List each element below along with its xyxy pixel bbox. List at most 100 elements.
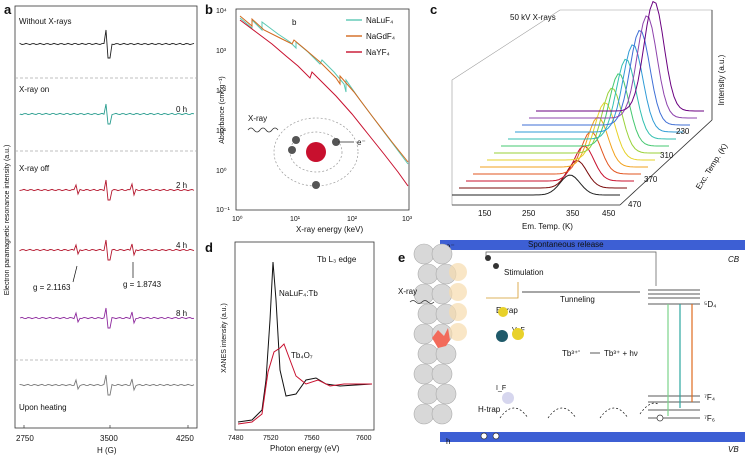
xray-wave — [409, 300, 435, 304]
panel-b-frame — [235, 8, 410, 211]
panel-a-section-label: X-ray off — [19, 164, 50, 173]
panel-b-curves — [239, 15, 409, 187]
panel-c-ztick: 230 — [676, 127, 690, 136]
absorbance-curve-nagd — [239, 15, 409, 163]
panel-c-xtick: 250 — [522, 209, 536, 218]
panel-d-xtick: 7560 — [304, 435, 320, 442]
lattice-atom — [431, 243, 453, 265]
vb-label: VB — [728, 445, 739, 454]
level-5d4-label: ⁵D₄ — [704, 300, 716, 309]
tl-glow-curve — [508, 58, 676, 140]
panel-a-xtick-label: 4250 — [176, 434, 194, 443]
panel-c-xtick: 350 — [566, 209, 580, 218]
panel-c-ylabel: Intensity (a.u.) — [717, 54, 726, 105]
g-factor-annotation: g = 2.1163 — [33, 283, 71, 292]
reaction-product: Tb³⁺ + hν — [604, 349, 638, 358]
epr-trace — [19, 179, 195, 201]
panel-d-xtick: 7480 — [228, 435, 244, 442]
tl-glow-curve — [473, 131, 641, 175]
panel-a-ylabel: Electron paramagnetic resonance intensit… — [4, 145, 11, 296]
panel-b-xtick: 10⁰ — [232, 215, 243, 223]
xray-wave — [247, 127, 279, 133]
electron — [288, 146, 296, 154]
reaction-reactant: Tb³⁺ʹ — [562, 349, 580, 358]
panel-c-ztick: 470 — [628, 200, 642, 209]
lattice-atom — [413, 403, 435, 425]
panel-b-xtick: 10² — [347, 216, 358, 223]
panel-e: e CB VB e⁻ h X-ray Spontaneous release S… — [398, 240, 745, 454]
epr-trace-label: 4 h — [176, 241, 187, 250]
lattice-atom-doped — [449, 323, 467, 341]
panel-a-xtick-label: 2750 — [16, 434, 34, 443]
panel-e-label: e — [398, 250, 405, 265]
panel-a-frame — [14, 5, 198, 429]
stimulation-label: Stimulation — [504, 268, 544, 277]
trapped-electron — [493, 263, 499, 269]
lattice-atom — [413, 323, 435, 345]
conduction-band — [440, 240, 745, 250]
lattice-atom-doped — [449, 283, 467, 301]
tl-glow-curve — [522, 29, 690, 126]
lattice-atom — [431, 363, 453, 385]
panel-d-xtick: 7600 — [356, 435, 372, 442]
lattice-atom — [435, 383, 457, 405]
crystal-lattice — [413, 243, 467, 425]
valence-band — [440, 432, 745, 442]
panel-d-label: d — [205, 240, 213, 255]
epr-trace-label: 2 h — [176, 181, 187, 190]
panel-c-box — [451, 9, 713, 206]
panel-e-xray-label: X-ray — [398, 287, 417, 296]
hole — [480, 432, 488, 440]
annotation-arrow — [72, 265, 78, 283]
interstitial-site — [502, 392, 514, 404]
epr-trace — [19, 103, 195, 125]
defect-site — [512, 328, 524, 340]
panel-b-ytick: 10² — [216, 88, 227, 95]
defect-site — [496, 330, 508, 342]
absorbance-curve-nay — [239, 19, 409, 187]
panel-c-xtick: 150 — [478, 209, 492, 218]
lattice-atom — [417, 263, 439, 285]
panel-a-xlabel: H (G) — [97, 446, 117, 455]
tl-glow-curve — [466, 145, 634, 182]
hole — [492, 432, 500, 440]
panel-d-ylabel: XANES intensity (a.u.) — [221, 303, 228, 373]
xanes-curve-nalu — [237, 261, 373, 423]
legend-label: NaLuF₄ — [366, 16, 393, 25]
electron-label: e⁻ — [357, 138, 366, 147]
electron — [332, 138, 340, 146]
panel-b-ytick: 10⁻¹ — [216, 207, 230, 214]
panel-c-xlabel: Em. Temp. (K) — [522, 222, 573, 231]
panel-b-inset-label: b — [292, 18, 297, 27]
htrap-label: H-trap — [478, 405, 501, 414]
tl-glow-curve — [487, 102, 655, 161]
xanes-series-label: Tb₄O₇ — [291, 351, 313, 360]
electron-symbol: e⁻ — [446, 242, 455, 251]
trapped-electron — [485, 255, 491, 261]
panel-d: d Tb L₃ edge XANES intensity (a.u.) 7480… — [205, 240, 375, 453]
panel-b-ytick: 10⁰ — [216, 167, 227, 175]
electron-orbit — [273, 117, 359, 187]
panel-a-xtick-label: 3500 — [100, 434, 118, 443]
lattice-atom — [417, 383, 439, 405]
panel-c-xtick: 450 — [602, 209, 616, 218]
lattice-atom — [417, 343, 439, 365]
tl-glow-curve — [459, 160, 627, 189]
legend-label: NaGdF₄ — [366, 32, 395, 41]
tunneling-label: Tunneling — [560, 295, 595, 304]
lattice-atom — [413, 243, 435, 265]
tl-glow-curve — [536, 0, 704, 112]
stimulation-path — [486, 282, 519, 299]
panel-b-ytick: 10¹ — [216, 128, 227, 135]
defect-site — [498, 307, 508, 317]
lattice-atom — [413, 363, 435, 385]
panel-b-xtick: 10¹ — [290, 216, 301, 223]
panel-a-label: a — [4, 2, 12, 17]
hole — [656, 414, 664, 422]
panel-c-zaxis — [619, 119, 713, 206]
level-7f6-label: ⁷F₆ — [704, 414, 715, 423]
epr-trace — [19, 374, 195, 396]
panel-a-xticks: 2750 3500 4250 — [16, 425, 194, 443]
panel-b-ylabel: Absorbance (cm² g⁻¹) — [219, 76, 226, 144]
lattice-atom-doped — [449, 303, 467, 321]
